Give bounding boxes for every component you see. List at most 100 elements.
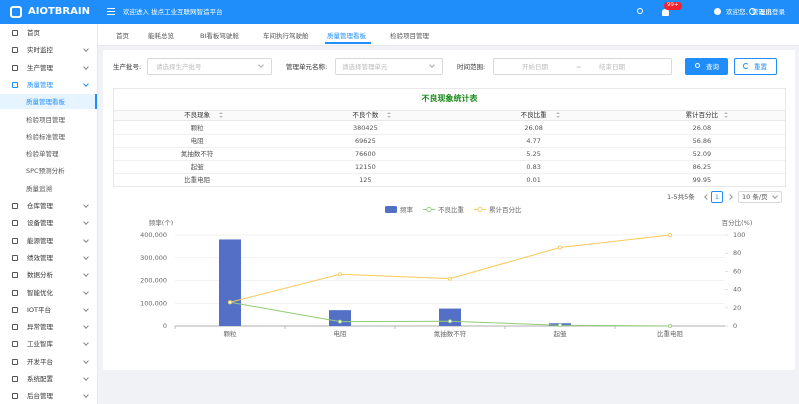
menu-item[interactable]: 后台管理: [27, 392, 53, 401]
sort-icon: [723, 112, 728, 114]
table-cell: 4.77: [526, 137, 541, 145]
table-cell: 5.25: [526, 150, 541, 158]
filter-label: 时间范围:: [457, 63, 486, 71]
menu-toggle[interactable]: [107, 8, 115, 15]
table-cell: 起皱: [190, 163, 204, 171]
menu-item[interactable]: 系统配置: [27, 375, 53, 383]
user-icon: [714, 8, 721, 15]
tab-bar: [98, 24, 799, 46]
menu-item[interactable]: 智能优化: [27, 288, 53, 297]
menu-item[interactable]: 工业智库: [27, 340, 53, 349]
logout-icon[interactable]: [749, 8, 756, 15]
table-cell: 76600: [355, 150, 376, 158]
date-range[interactable]: [493, 58, 672, 75]
legend-label: 不良比重: [438, 205, 465, 214]
submenu-item[interactable]: 检验单管理: [26, 150, 59, 159]
menu-item[interactable]: 仓库管理: [27, 202, 53, 210]
x-tick-label: 颗粒: [224, 329, 238, 338]
y2-tick-label: 60: [733, 267, 741, 275]
table-cell: 电阻: [190, 137, 204, 145]
logout[interactable]: 退出登录: [759, 8, 785, 16]
submenu-item[interactable]: 质量管理看板: [26, 98, 65, 107]
reset-button[interactable]: [734, 58, 777, 75]
table-cell: 26.08: [692, 124, 712, 132]
line: [229, 234, 671, 303]
table-cell: 56.86: [692, 137, 712, 145]
tab[interactable]: BI看板驾驶舱: [200, 32, 239, 40]
point: [447, 319, 452, 324]
logo: AIOTBRAIN: [28, 6, 90, 17]
menu-icon: [12, 30, 18, 36]
submenu-active-bg: [0, 94, 97, 110]
menu-icon: [12, 306, 18, 313]
menu-item[interactable]: 设备管理: [27, 219, 53, 228]
legend-label: 频率: [400, 205, 414, 214]
table-cell: 86.25: [692, 163, 712, 171]
submenu-item[interactable]: SPC预测分析: [26, 167, 65, 176]
badge: 99+: [664, 2, 682, 10]
menu-item[interactable]: 异常管理: [27, 323, 53, 332]
menu-item[interactable]: 生产管理: [27, 63, 53, 72]
point: [668, 323, 673, 328]
legend-swatch: [426, 206, 432, 213]
page-size-label[interactable]: 10 条/页: [742, 193, 768, 201]
menu-icon: [12, 393, 18, 400]
menu-item[interactable]: 数据分析: [27, 271, 53, 280]
table-header: 不良现象: [184, 111, 211, 119]
page-size[interactable]: [738, 191, 782, 203]
menu-icon: [12, 376, 18, 382]
table-cell: 氮抽数不符: [180, 150, 214, 158]
submenu-item[interactable]: 检验标准管理: [26, 132, 65, 141]
button-label[interactable]: 查询: [706, 63, 719, 71]
menu-item[interactable]: 实时监控: [27, 46, 53, 55]
table-cell: 26.08: [524, 124, 543, 132]
tab[interactable]: 检验项目管理: [390, 32, 429, 40]
query-button[interactable]: [685, 58, 728, 75]
table-cell: 99.95: [692, 176, 712, 184]
sort-icon: [723, 116, 728, 118]
menu-item[interactable]: IOT平台: [27, 305, 52, 314]
menu-icon: [12, 341, 18, 348]
menu-item[interactable]: 能源管理: [27, 236, 53, 245]
menu-item[interactable]: 绩效管理: [27, 253, 53, 262]
menu-icon: [12, 254, 18, 261]
tab[interactable]: 质量管理看板: [327, 32, 366, 40]
pagination-total: 1-5共5条: [667, 193, 695, 201]
tab[interactable]: 能耗总览: [148, 32, 174, 40]
filter-label: 生产批号:: [113, 63, 142, 71]
tab[interactable]: 车间执行驾驶舱: [263, 32, 309, 40]
chart: 频率(个) 百分比(%) 0 100,000 200,000 300,000 400,000…: [140, 205, 752, 338]
search-icon: [695, 63, 700, 68]
sort-icon: [387, 112, 392, 114]
input[interactable]: [147, 58, 272, 75]
placeholder: 请选择管理单元: [342, 63, 388, 71]
table-title: 不良现象统计表: [421, 94, 478, 103]
sort-icon: [555, 112, 560, 114]
y-tick-label: 300,000: [140, 254, 167, 262]
table-cell: 12150: [355, 163, 376, 171]
y2-tick-label: 20: [733, 304, 741, 312]
search-icon[interactable]: [637, 8, 643, 14]
menu-icon: [12, 237, 18, 244]
bell-icon[interactable]: [662, 9, 669, 16]
input[interactable]: [335, 58, 443, 75]
tab[interactable]: 首页: [116, 32, 129, 40]
button-label[interactable]: 重置: [754, 63, 767, 71]
menu-item[interactable]: 质量管理: [27, 80, 53, 89]
submenu-item[interactable]: 检验项目管理: [26, 115, 65, 124]
menu-icon: [12, 47, 18, 54]
page-number[interactable]: 1: [714, 193, 720, 201]
row-line: [114, 147, 785, 148]
submenu-item[interactable]: 质量追溯: [26, 184, 52, 193]
menu-item[interactable]: 首页: [27, 29, 40, 37]
legend-swatch: [477, 206, 483, 213]
placeholder: 请选择生产批号: [156, 63, 202, 71]
welcome: 欢迎进入 拢点工业互联网智造平台: [123, 8, 223, 16]
y2-tick-label: 100: [733, 231, 745, 239]
page-box[interactable]: [711, 191, 723, 203]
menu-item[interactable]: 开发平台: [27, 357, 53, 366]
row-line: [114, 134, 785, 135]
sort-icon: [387, 116, 392, 118]
menu-icon: [12, 81, 18, 88]
